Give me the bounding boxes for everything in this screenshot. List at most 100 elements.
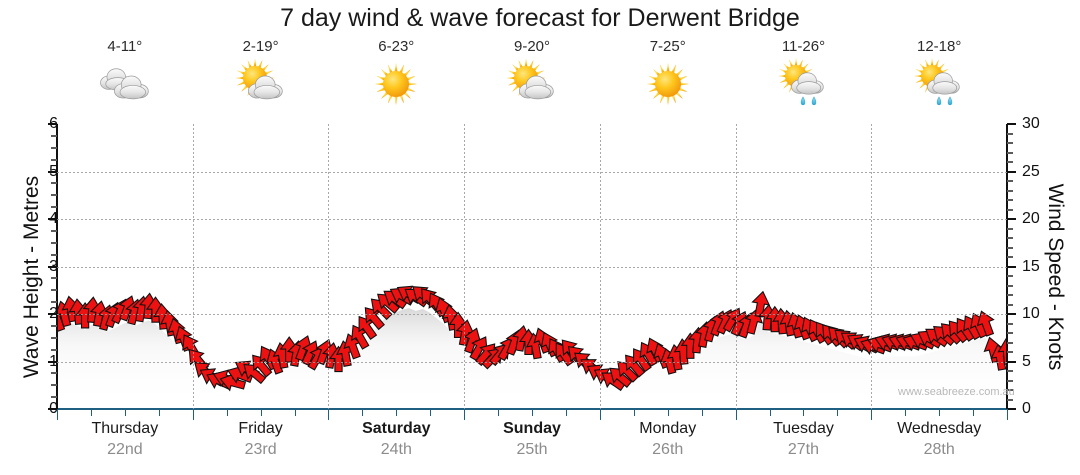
y-axis-left-tick-label: 6	[49, 115, 58, 132]
x-axis-minor-tick	[294, 409, 296, 416]
gridline-vertical-day-boundary	[599, 124, 601, 409]
partly-cloudy-icon	[230, 58, 292, 110]
x-axis-day-tick	[328, 409, 330, 420]
x-axis-day-tick	[871, 409, 873, 420]
y-axis-left-minor-tick	[51, 146, 57, 149]
x-axis-minor-tick	[260, 409, 262, 416]
y-axis-right-title: Wind Speed - Knots	[1044, 183, 1067, 371]
y-axis-right-minor-tick	[1007, 256, 1013, 258]
x-axis-minor-tick	[498, 409, 500, 416]
x-axis-minor-tick	[667, 409, 669, 416]
y-axis-right-minor-tick	[1007, 189, 1013, 192]
x-axis-day-tick	[192, 409, 194, 420]
x-axis-minor-tick	[701, 409, 703, 416]
y-axis-right-tick-label: 25	[1022, 162, 1040, 180]
day-date: 27th	[787, 441, 820, 458]
x-axis-minor-tick	[633, 409, 635, 416]
gridline-horizontal	[57, 361, 1007, 363]
day-temperature-range: 6-23°	[378, 38, 415, 55]
x-axis-minor-tick	[565, 409, 567, 416]
y-axis-left-minor-tick	[51, 336, 57, 339]
rain-shower-icon	[772, 58, 834, 110]
y-axis-right-tick-label: 10	[1022, 305, 1040, 322]
y-axis-left-minor-tick	[51, 396, 57, 399]
wind-direction-arrow-layer	[57, 285, 1007, 392]
y-axis-left-tick	[48, 218, 57, 220]
y-axis-right-tick-label: 5	[1022, 352, 1031, 370]
y-axis-right-tick	[1007, 123, 1016, 125]
x-axis-minor-tick	[769, 409, 771, 416]
y-axis-right-minor-tick	[1007, 275, 1013, 277]
day-temperature-range: 11-26°	[781, 38, 826, 55]
x-axis-minor-tick	[430, 409, 432, 416]
y-axis-right-minor-tick	[1007, 294, 1013, 296]
x-axis-minor-tick	[158, 409, 160, 416]
day-header-sunday: 9-20°	[464, 38, 600, 118]
x-axis-minor-tick	[226, 409, 228, 416]
y-axis-right-tick-label: 20	[1022, 210, 1040, 227]
day-label-monday: Monday 26th	[600, 418, 736, 468]
y-axis-left-minor-tick	[51, 206, 57, 209]
y-axis-left-tick-label: 4	[49, 210, 58, 227]
y-axis-right-minor-tick	[1007, 142, 1013, 144]
x-axis-minor-tick	[90, 409, 92, 416]
y-axis-right-tick-label: 15	[1022, 257, 1040, 275]
y-axis-right-tick	[1007, 170, 1016, 173]
y-axis-left-minor-tick	[51, 241, 57, 244]
partly-cloudy-icon	[501, 58, 563, 110]
x-axis-minor-tick	[803, 409, 805, 416]
y-axis-right-minor-tick	[1007, 199, 1013, 201]
y-axis-left-minor-tick	[51, 134, 57, 137]
y-axis-right-tick	[1007, 265, 1016, 268]
y-axis-left-tick	[48, 265, 57, 268]
y-axis-right-minor-tick	[1007, 322, 1013, 325]
y-axis-right-minor-tick	[1007, 237, 1013, 239]
day-name: Monday	[639, 420, 697, 437]
day-header-friday: 2-19°	[193, 38, 329, 118]
y-axis-right-minor-tick	[1007, 246, 1013, 249]
y-axis-left-minor-tick	[51, 289, 57, 292]
y-axis-right-tick-label: 30	[1022, 115, 1040, 132]
y-axis-left-tick	[48, 123, 57, 125]
day-header-strip: 4-11° 2-19°	[57, 38, 1007, 118]
day-label-saturday: Saturday 24th	[328, 418, 464, 468]
sunny-icon	[365, 58, 427, 110]
y-axis-right-minor-tick	[1007, 151, 1013, 154]
x-axis-day-tick	[1007, 409, 1008, 420]
x-axis-minor-tick	[905, 409, 907, 416]
y-axis-left-minor-tick	[51, 158, 57, 161]
y-axis-left-tick-label: 3	[49, 257, 58, 275]
y-axis-right-minor-tick	[1007, 370, 1013, 372]
day-label-friday: Friday 23rd	[193, 418, 329, 468]
y-axis-right-tick	[1007, 360, 1016, 363]
y-axis-right-minor-tick	[1007, 332, 1013, 334]
day-date: 25th	[516, 441, 548, 458]
y-axis-left-title: Wave Height - Metres	[20, 175, 43, 379]
y-axis-left-minor-tick	[51, 372, 57, 375]
watermark: www.seabreeze.com.au	[898, 386, 1015, 398]
y-axis-right-minor-tick	[1007, 379, 1013, 382]
day-temperature-range: 7-25°	[649, 38, 686, 55]
x-axis-minor-tick	[837, 409, 839, 416]
cloudy-icon	[94, 58, 156, 110]
y-axis-right-minor-tick	[1007, 161, 1013, 163]
day-temperature-range: 2-19°	[242, 38, 279, 55]
rain-shower-icon	[908, 58, 970, 110]
y-axis-right-minor-tick	[1007, 341, 1013, 344]
day-date: 24th	[380, 441, 412, 458]
x-axis-minor-tick	[939, 409, 941, 416]
x-axis-minor-tick	[532, 409, 533, 416]
day-name: Friday	[238, 420, 283, 437]
x-axis-day-tick	[57, 409, 58, 420]
y-axis-left-tick-label: 0	[49, 400, 58, 417]
day-temperature-range: 9-20°	[514, 38, 551, 55]
y-axis-left-tick	[48, 170, 57, 173]
day-header-tuesday: 11-26°	[736, 38, 872, 118]
day-header-thursday: 4-11°	[57, 38, 193, 118]
day-date: 22nd	[107, 441, 143, 458]
y-axis-left-tick	[48, 313, 57, 315]
day-label-thursday: Thursday 22nd	[57, 418, 193, 468]
y-axis-left-tick-label: 1	[49, 352, 58, 370]
day-label-sunday: Sunday 25th	[464, 418, 600, 468]
